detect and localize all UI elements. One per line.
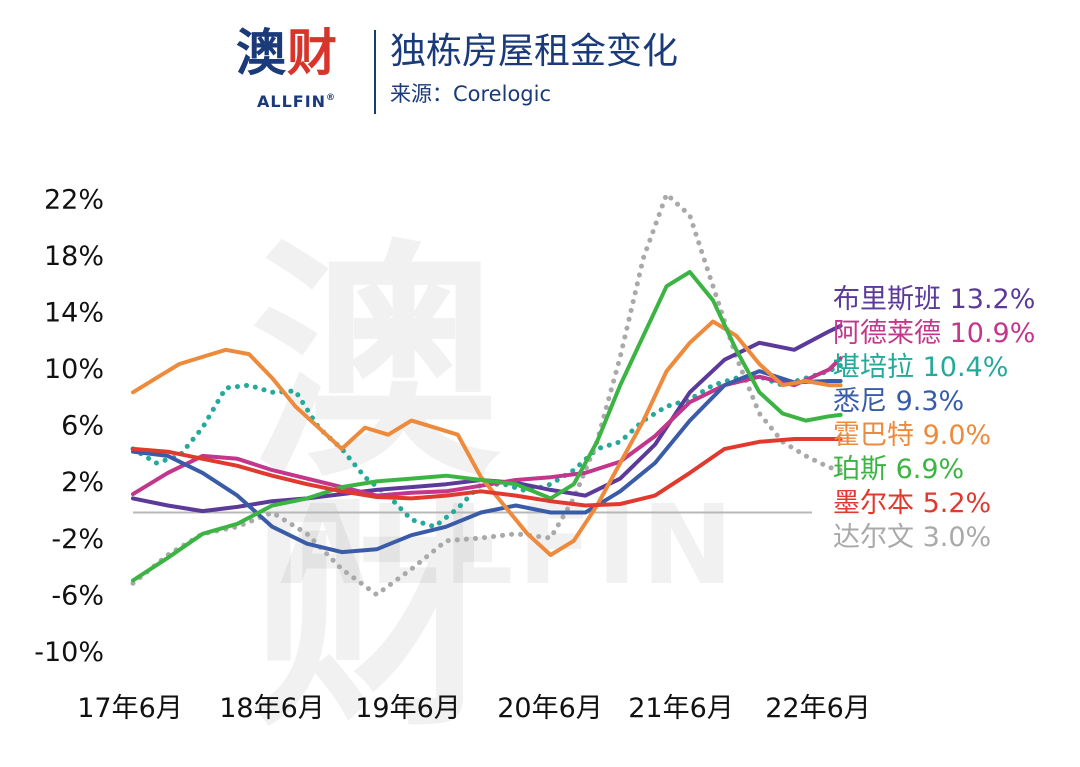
chart-header: 澳财 ALLFIN® 独栋房屋租金变化 来源：Corelogic	[0, 0, 1080, 130]
y-tick-label: -2%	[51, 524, 104, 555]
series-line-3	[130, 362, 844, 530]
legend-series-value: 3.0%	[923, 522, 992, 553]
y-tick-label: 14%	[44, 297, 104, 328]
series-line-6	[131, 270, 843, 583]
y-tick-label: 2%	[61, 467, 104, 498]
logo-char-2: 财	[287, 24, 338, 82]
legend-series-value: 5.2%	[923, 488, 992, 519]
legend-series-name: 墨尔本	[833, 488, 923, 519]
series-line-8	[130, 191, 844, 598]
series-line-4	[131, 369, 843, 555]
y-tick-label: 22%	[44, 184, 104, 215]
x-tick-label: 20年6月	[497, 693, 603, 724]
logo-char-1: 澳	[236, 24, 287, 82]
x-tick-label: 22年6月	[765, 693, 871, 724]
y-tick-label: -10%	[34, 637, 104, 668]
legend-series-value: 6.9%	[896, 454, 965, 485]
legend-series-name: 达尔文	[833, 522, 923, 553]
legend-item: 珀斯 6.9%	[833, 454, 964, 485]
y-tick-label: 18%	[44, 241, 104, 272]
legend-item: 霍巴特 9.0%	[833, 420, 991, 451]
logo-en-label: ALLFIN	[257, 92, 327, 111]
legend-series-name: 布里斯班	[833, 284, 950, 315]
series-lines	[130, 191, 844, 598]
legend-item: 阿德莱德 10.9%	[833, 318, 1035, 349]
chart-title: 独栋房屋租金变化	[390, 31, 679, 72]
legend-series-name: 珀斯	[833, 454, 896, 485]
x-tick-label: 21年6月	[628, 693, 734, 724]
legend-series-name: 堪培拉	[833, 352, 923, 383]
y-tick-label: 10%	[44, 354, 104, 385]
x-axis-ticks: 17年6月 18年6月 19年6月 20年6月 21年6月 22年6月	[77, 693, 871, 724]
header-divider	[374, 30, 376, 114]
x-tick-label: 18年6月	[219, 693, 325, 724]
legend-series-value: 13.2%	[950, 284, 1036, 315]
legend-series-value: 9.3%	[896, 386, 965, 417]
legend: 布里斯班 13.2%阿德莱德 10.9%堪培拉 10.4%悉尼 9.3%霍巴特 …	[833, 284, 1035, 553]
legend-series-value: 10.4%	[923, 352, 1009, 383]
legend-series-name: 悉尼	[833, 386, 896, 417]
y-axis-ticks: 22% 18% 14% 10% 6% 2% -2% -6% -10%	[34, 184, 104, 668]
x-tick-label: 19年6月	[355, 693, 461, 724]
legend-item: 墨尔本 5.2%	[833, 488, 991, 519]
legend-series-value: 9.0%	[923, 420, 992, 451]
legend-series-value: 10.9%	[950, 318, 1036, 349]
brand-logo: 澳财	[236, 28, 338, 78]
y-tick-label: 6%	[61, 411, 104, 442]
chart-source: 来源：Corelogic	[390, 82, 551, 106]
legend-series-name: 霍巴特	[833, 420, 923, 451]
series-line-7	[131, 437, 843, 508]
legend-item: 堪培拉 10.4%	[833, 352, 1008, 383]
y-tick-label: -6%	[51, 580, 104, 611]
legend-item: 布里斯班 13.2%	[833, 284, 1035, 315]
legend-series-name: 阿德莱德	[833, 318, 950, 349]
brand-logo-text: ALLFIN®	[257, 94, 336, 110]
legend-item: 悉尼 9.3%	[833, 386, 964, 417]
legend-item: 达尔文 3.0%	[833, 522, 991, 553]
x-tick-label: 17年6月	[77, 693, 183, 724]
registered-mark: ®	[326, 93, 337, 103]
